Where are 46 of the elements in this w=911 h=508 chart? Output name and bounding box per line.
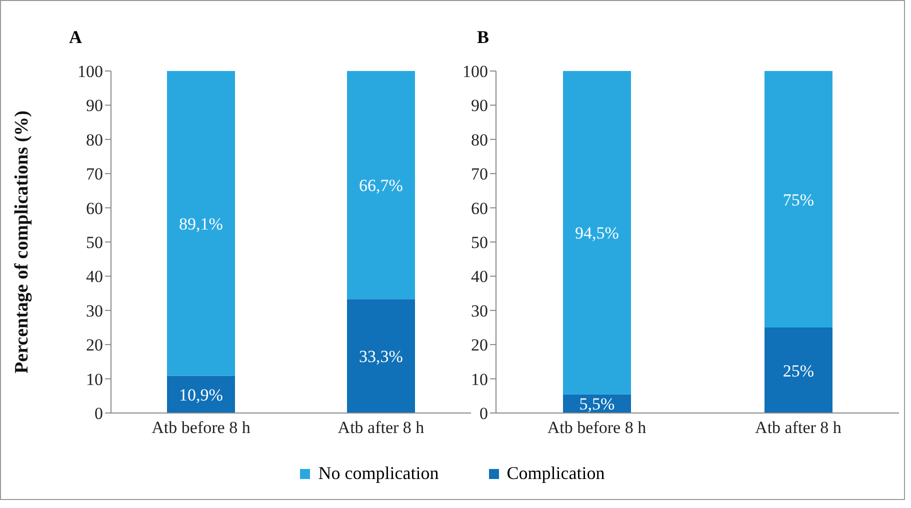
data-label: 89,1% [179,214,223,234]
y-tick-label: 60 [86,198,103,218]
y-tick-label: 100 [462,62,488,82]
data-label: 75% [782,190,814,210]
y-tick-label: 90 [86,96,103,116]
y-tick-label: 10 [86,370,103,389]
data-label: 10,9% [179,385,223,404]
data-label: 33,3% [359,347,403,366]
y-tick-label: 0 [480,404,488,424]
y-tick-label: 80 [86,130,103,150]
y-tick-label: 70 [471,164,488,184]
y-tick-label: 50 [471,233,488,252]
data-label: 5,5% [579,394,615,414]
y-tick-label: 60 [471,198,488,218]
x-tick-label: Atb before 8 h [152,418,251,438]
legend-label: Complication [506,463,605,484]
data-label: 94,5% [575,224,619,243]
y-tick-label: 20 [86,336,103,355]
data-label: 66,7% [359,176,403,196]
y-tick-label: 70 [86,164,103,184]
y-tick-label: 30 [86,301,103,320]
y-tick-label: 80 [471,130,488,150]
data-label: 25% [782,361,814,380]
y-tick-label: 50 [86,233,103,252]
bar [563,71,631,394]
x-tick-label: Atb after 8 h [338,418,425,438]
y-tick-label: 10 [471,370,488,389]
bar [167,71,235,376]
bar [347,299,415,413]
y-tick-label: 90 [471,96,488,116]
bar [764,328,832,413]
chart-title: B [477,27,490,48]
bar [347,71,415,300]
x-tick-label: Atb after 8 h [755,418,842,438]
legend-label: No complication [318,463,439,484]
y-axis-title: Percentage of complications (%) [12,110,33,374]
y-tick-label: 30 [471,301,488,320]
chart-title: A [69,27,82,48]
y-tick-label: 0 [94,404,103,424]
bar [764,71,832,328]
y-tick-label: 40 [86,267,103,286]
bar [167,376,235,413]
y-tick-label: 20 [471,336,488,355]
x-tick-label: Atb before 8 h [547,418,647,438]
y-tick-label: 40 [471,267,488,286]
y-tick-label: 100 [78,62,103,82]
